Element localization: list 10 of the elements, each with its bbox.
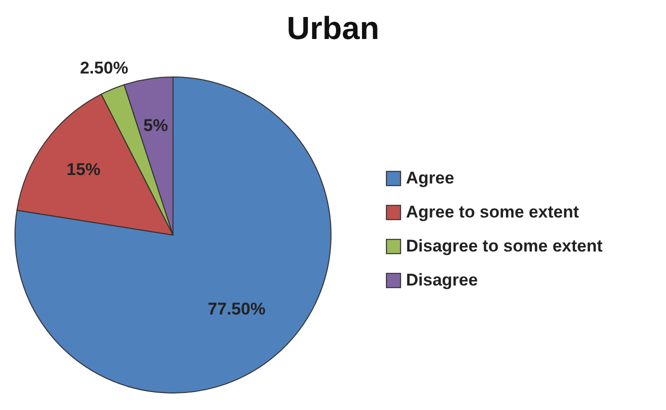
data-label: 77.50% — [208, 299, 266, 318]
data-label: 15% — [66, 160, 101, 179]
chart-title: Urban — [286, 10, 380, 46]
pie-slice — [14, 76, 332, 394]
legend-label: Disagree — [406, 270, 478, 290]
legend-label: Agree — [406, 168, 454, 188]
data-label: 5% — [143, 116, 168, 135]
legend-label: Agree to some extent — [406, 202, 580, 222]
data-label: 2.50% — [80, 58, 128, 78]
legend-label: Disagree to some extent — [406, 236, 603, 256]
